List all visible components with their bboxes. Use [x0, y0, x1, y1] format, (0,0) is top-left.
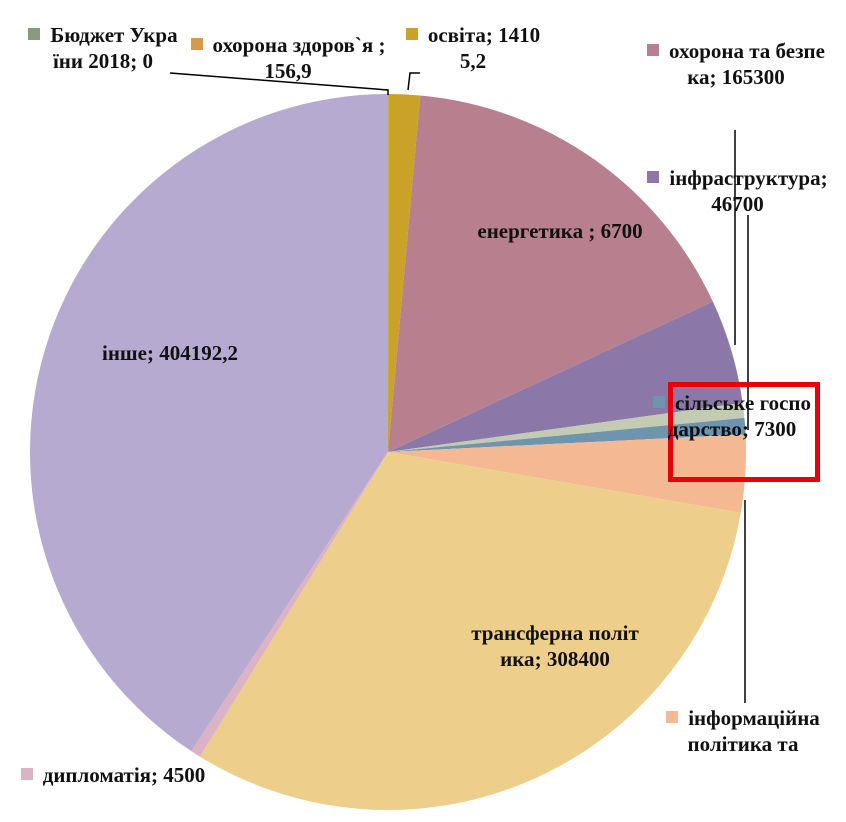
leader-line — [407, 72, 420, 91]
data-label: інше; 404192,2 — [85, 340, 255, 366]
pie-slice — [388, 94, 421, 452]
category-name: інфраструктура — [669, 166, 821, 190]
value-label: 14105,2 — [459, 23, 541, 73]
category-name: освіта — [427, 23, 486, 47]
pie — [30, 93, 746, 810]
label-separator: ; — [378, 33, 386, 57]
legend-key — [405, 28, 418, 40]
value-label: 404192,2 — [159, 341, 238, 365]
label-separator: ; — [588, 219, 601, 243]
data-label: енергетика ; 6700 — [475, 218, 645, 244]
data-label: інформаційна політика та — [658, 705, 828, 757]
value-label: 0 — [142, 49, 154, 73]
category-name: інформаційна політика та — [687, 706, 820, 756]
legend-key — [647, 171, 660, 183]
label-separator: ; — [709, 65, 722, 89]
legend-key — [20, 768, 33, 780]
category-name: Бюджет України 2018 — [50, 23, 178, 73]
data-label: охорона та безпека; 165300 — [646, 38, 826, 90]
label-separator: ; — [820, 166, 828, 190]
data-label: інфраструктура; 46700 — [640, 165, 835, 217]
data-label: дипломатія; 4500 — [18, 762, 208, 788]
label-separator: ; — [534, 647, 547, 671]
value-label: 308400 — [546, 647, 610, 671]
label-separator: ; — [741, 417, 755, 441]
leader-line — [169, 72, 389, 95]
value-label: 156,9 — [264, 59, 312, 83]
pie-slice — [388, 95, 713, 452]
value-label: 4500 — [163, 763, 206, 787]
label-separator: ; — [130, 49, 143, 73]
category-name: охорона та безпека — [669, 39, 825, 89]
data-label: освіта; 14105,2 — [398, 22, 548, 74]
pie-slice — [388, 301, 743, 452]
category-name: сільське господарство — [667, 391, 812, 441]
data-label: охорона здоров`я ; 156,9 — [188, 32, 388, 84]
highlight-box — [668, 382, 820, 482]
value-label: 6700 — [600, 219, 643, 243]
pie-slice — [388, 434, 746, 513]
category-name: охорона здоров`я — [212, 33, 379, 57]
value-label: 7300 — [754, 417, 797, 441]
legend-key — [647, 44, 660, 56]
pie-slice — [30, 93, 389, 752]
label-separator: ; — [485, 23, 499, 47]
value-label: 46700 — [711, 192, 764, 216]
label-separator: ; — [146, 341, 160, 365]
legend-key — [190, 38, 203, 50]
pie-slice — [388, 402, 745, 452]
label-separator: ; — [151, 763, 164, 787]
leader-lines — [169, 72, 749, 703]
category-name: енергетика — [477, 219, 589, 243]
pie-slice — [199, 452, 741, 810]
pie-slice — [388, 417, 746, 452]
pie-slice — [191, 452, 388, 757]
category-name: трансферна політика — [471, 621, 639, 671]
legend-key — [652, 396, 665, 408]
legend-key — [666, 711, 679, 723]
data-label: сільське господарство; 7300 — [652, 390, 812, 442]
category-name: інше — [102, 341, 147, 365]
value-label: 165300 — [721, 65, 785, 89]
data-label: Бюджет України 2018; 0 — [28, 22, 178, 74]
legend-key — [28, 28, 41, 40]
category-name: дипломатія — [42, 763, 152, 787]
data-label: трансферна політика; 308400 — [470, 620, 640, 672]
